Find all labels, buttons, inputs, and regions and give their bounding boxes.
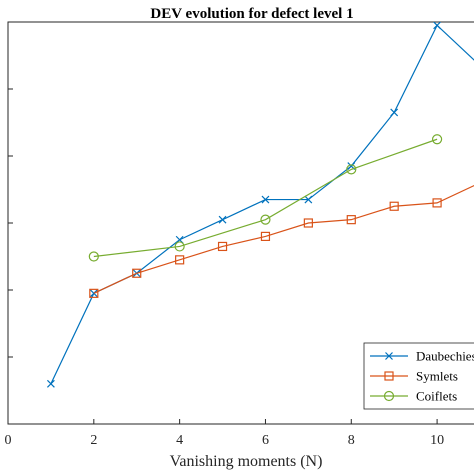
data-point <box>346 215 356 225</box>
data-point <box>432 198 442 208</box>
data-point <box>260 214 271 225</box>
series-coiflets <box>88 134 443 262</box>
x-tick-label: 8 <box>348 433 355 448</box>
marker-stroke <box>433 22 442 30</box>
marker-stroke <box>261 195 270 204</box>
legend-label: Daubechies <box>416 349 474 364</box>
x-tick-label: 4 <box>176 433 183 448</box>
legend-marker <box>385 352 393 360</box>
data-point <box>433 22 442 30</box>
data-point <box>217 241 228 252</box>
series-line <box>93 184 474 294</box>
legend-marker <box>383 390 395 402</box>
legend-marker <box>384 371 394 381</box>
data-point <box>346 164 357 175</box>
x-axis-label: Vanishing moments (N) <box>170 453 323 470</box>
x-tick-label: 10 <box>430 433 444 448</box>
marker-stroke <box>46 379 55 388</box>
plot-area <box>7 21 474 425</box>
data-point <box>174 241 185 252</box>
data-point <box>431 134 443 145</box>
data-point <box>88 251 99 262</box>
legend-item: Coiflets <box>370 389 457 404</box>
data-point <box>89 288 99 298</box>
series-symlets <box>89 184 474 298</box>
marker-stroke <box>390 108 399 117</box>
legend: Daubechies Symlets Coiflets <box>363 342 474 410</box>
data-point <box>175 255 185 265</box>
legend-item: Daubechies <box>370 349 474 364</box>
data-point <box>389 201 399 211</box>
x-tick-label: 0 <box>5 433 12 448</box>
chart-title: DEV evolution for defect level 1 <box>150 6 353 22</box>
legend-label: Coiflets <box>416 389 457 404</box>
legend-label: Symlets <box>416 369 458 384</box>
marker-stroke <box>347 162 356 170</box>
x-tick-label: 2 <box>90 433 97 448</box>
data-point <box>261 195 270 204</box>
data-point <box>390 108 399 117</box>
data-point <box>260 231 271 241</box>
data-point <box>46 379 55 388</box>
marker-stroke <box>304 195 313 204</box>
data-point <box>304 195 313 204</box>
x-axis-ticks: 0 2 4 6 8 10 <box>5 419 444 448</box>
series-layer <box>46 22 474 388</box>
data-point <box>132 268 142 278</box>
x-tick-label: 6 <box>262 433 269 448</box>
legend-item: Symlets <box>370 369 458 384</box>
marker-stroke <box>218 215 227 224</box>
marker-stroke <box>385 352 393 360</box>
data-point <box>303 218 313 228</box>
data-point <box>218 215 227 224</box>
series-line <box>93 138 438 258</box>
